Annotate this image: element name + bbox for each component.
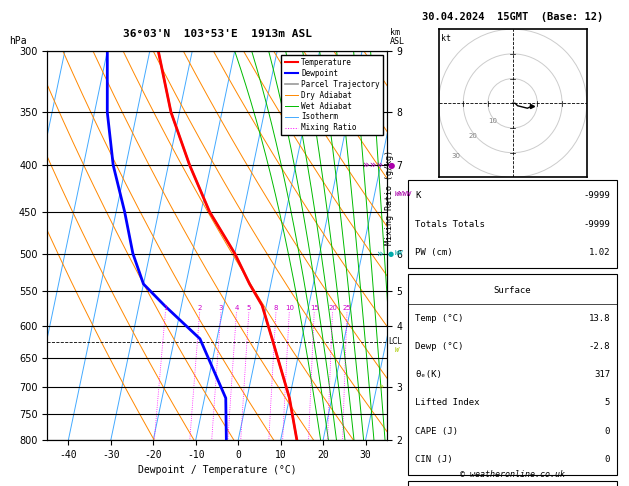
- Text: km
ASL: km ASL: [390, 28, 405, 46]
- Text: Mixing Ratio (g/kg): Mixing Ratio (g/kg): [386, 151, 394, 245]
- Text: WW: WW: [394, 250, 403, 256]
- Legend: Temperature, Dewpoint, Parcel Trajectory, Dry Adiabat, Wet Adiabat, Isotherm, Mi: Temperature, Dewpoint, Parcel Trajectory…: [281, 55, 383, 136]
- Text: Temp (°C): Temp (°C): [415, 314, 464, 323]
- X-axis label: Dewpoint / Temperature (°C): Dewpoint / Temperature (°C): [138, 465, 296, 475]
- Text: 20: 20: [328, 305, 337, 311]
- Text: PW (cm): PW (cm): [415, 248, 453, 257]
- Bar: [408, 180, 617, 268]
- Text: LCL: LCL: [388, 337, 402, 347]
- Text: Lifted Index: Lifted Index: [415, 399, 480, 407]
- Text: K: K: [415, 191, 421, 200]
- Text: Totals Totals: Totals Totals: [415, 220, 485, 228]
- Text: -9999: -9999: [583, 220, 610, 228]
- Text: 2: 2: [198, 305, 202, 311]
- Text: 30.04.2024  15GMT  (Base: 12): 30.04.2024 15GMT (Base: 12): [422, 12, 603, 22]
- Text: 1: 1: [163, 305, 168, 311]
- Text: Dewp (°C): Dewp (°C): [415, 342, 464, 351]
- Text: θₑ(K): θₑ(K): [415, 370, 442, 379]
- Bar: [408, 481, 617, 486]
- Text: 36°03'N  103°53'E  1913m ASL: 36°03'N 103°53'E 1913m ASL: [123, 29, 311, 39]
- Text: 3: 3: [219, 305, 223, 311]
- Text: »»»: »»»: [364, 160, 384, 170]
- Text: ●: ●: [387, 160, 395, 170]
- Text: 8: 8: [274, 305, 278, 311]
- Text: 25: 25: [343, 305, 352, 311]
- Text: W: W: [394, 347, 399, 353]
- Text: 13.8: 13.8: [589, 314, 610, 323]
- Text: 5: 5: [247, 305, 251, 311]
- Text: »: »: [379, 382, 384, 391]
- Text: 1.02: 1.02: [589, 248, 610, 257]
- Text: hPa: hPa: [9, 36, 27, 46]
- Text: -2.8: -2.8: [589, 342, 610, 351]
- Text: ●: ●: [387, 250, 394, 257]
- Text: -9999: -9999: [583, 191, 610, 200]
- Text: CAPE (J): CAPE (J): [415, 427, 459, 435]
- Text: »: »: [377, 248, 384, 259]
- Text: © weatheronline.co.uk: © weatheronline.co.uk: [460, 469, 565, 479]
- Bar: [408, 274, 617, 475]
- Text: 10: 10: [285, 305, 294, 311]
- Text: 5: 5: [604, 399, 610, 407]
- Text: 0: 0: [604, 455, 610, 464]
- Text: 4: 4: [234, 305, 238, 311]
- Text: 0: 0: [604, 427, 610, 435]
- Text: WWWW: WWWW: [394, 191, 411, 197]
- Text: 317: 317: [594, 370, 610, 379]
- Text: Surface: Surface: [494, 286, 532, 295]
- Text: CIN (J): CIN (J): [415, 455, 453, 464]
- Text: 15: 15: [309, 305, 319, 311]
